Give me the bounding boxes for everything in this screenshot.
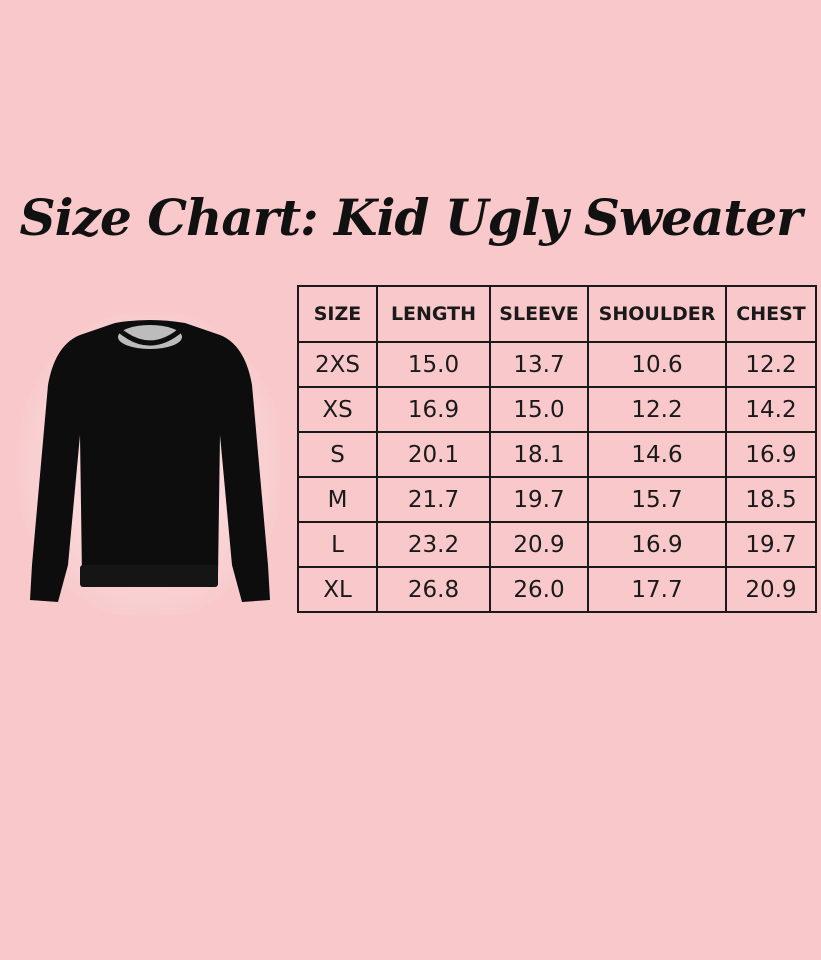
table-cell: 20.1: [376, 431, 491, 478]
table-row: M 21.7 19.7 15.7 18.5: [297, 476, 817, 523]
table-row: XS 16.9 15.0 12.2 14.2: [297, 386, 817, 433]
table-row: S 20.1 18.1 14.6 16.9: [297, 431, 817, 478]
table-row: 2XS 15.0 13.7 10.6 12.2: [297, 341, 817, 388]
table-cell: 19.7: [489, 476, 589, 523]
table-cell: M: [297, 476, 378, 523]
table-row: XL 26.8 26.0 17.7 20.9: [297, 566, 817, 613]
table-cell: 18.5: [725, 476, 817, 523]
table-cell: 15.0: [489, 386, 589, 433]
table-cell: 13.7: [489, 341, 589, 388]
table-cell: 16.9: [376, 386, 491, 433]
table-cell: S: [297, 431, 378, 478]
column-header-size: SIZE: [297, 285, 378, 343]
table-cell: 23.2: [376, 521, 491, 568]
table-cell: 16.9: [587, 521, 727, 568]
table-cell: 12.2: [725, 341, 817, 388]
table-cell: 18.1: [489, 431, 589, 478]
table-cell: 21.7: [376, 476, 491, 523]
table-cell: 16.9: [725, 431, 817, 478]
table-cell: 26.0: [489, 566, 589, 613]
column-header-length: LENGTH: [376, 285, 491, 343]
column-header-chest: CHEST: [725, 285, 817, 343]
table-cell: 17.7: [587, 566, 727, 613]
table-cell: 15.7: [587, 476, 727, 523]
sweater-image: [20, 315, 280, 615]
table-cell: 20.9: [489, 521, 589, 568]
table-cell: XS: [297, 386, 378, 433]
table-cell: 19.7: [725, 521, 817, 568]
size-table: SIZE LENGTH SLEEVE SHOULDER CHEST 2XS 15.0 13.…: [297, 285, 817, 613]
table-cell: 26.8: [376, 566, 491, 613]
table-cell: 14.6: [587, 431, 727, 478]
column-header-shoulder: SHOULDER: [587, 285, 727, 343]
table-cell: 2XS: [297, 341, 378, 388]
table-cell: 10.6: [587, 341, 727, 388]
table-cell: 15.0: [376, 341, 491, 388]
table-cell: 14.2: [725, 386, 817, 433]
table-cell: 20.9: [725, 566, 817, 613]
page-title: Size Chart: Kid Ugly Sweater: [19, 188, 802, 247]
table-row: L 23.2 20.9 16.9 19.7: [297, 521, 817, 568]
column-header-sleeve: SLEEVE: [489, 285, 589, 343]
table-cell: XL: [297, 566, 378, 613]
table-header-row: SIZE LENGTH SLEEVE SHOULDER CHEST: [297, 285, 817, 343]
table-cell: L: [297, 521, 378, 568]
table-cell: 12.2: [587, 386, 727, 433]
